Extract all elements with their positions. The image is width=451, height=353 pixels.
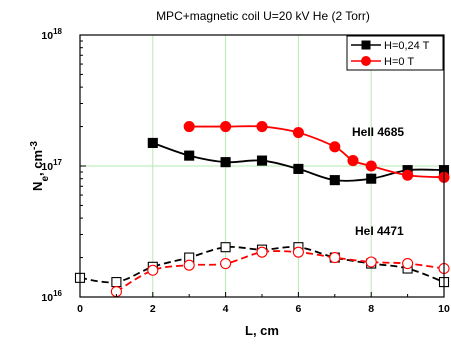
series-1-point-1 <box>220 121 232 133</box>
y-label-sub: e <box>40 176 51 182</box>
series-1-point-3 <box>292 127 304 139</box>
curves <box>79 125 445 293</box>
y-label-main: N <box>30 182 45 191</box>
legend-marker-h0 <box>361 56 371 66</box>
legend-label-h0: H=0 T <box>384 56 414 68</box>
y-axis-label: Ne, cm-3 <box>29 141 51 191</box>
x-ticks: 0 2 4 6 8 10 <box>77 292 450 315</box>
series-0-point-3 <box>256 155 268 166</box>
markers <box>74 121 450 298</box>
x-tick-label-4: 4 <box>223 303 229 315</box>
series-2-point-1 <box>111 277 122 288</box>
y-ticks: 1016 1017 1018 <box>41 27 86 304</box>
x-tick-label-0: 0 <box>77 303 83 315</box>
series-0-point-5 <box>329 175 340 186</box>
series-3-point-5 <box>292 246 304 258</box>
series-0-point-6 <box>366 173 377 184</box>
series-3-point-3 <box>220 258 232 270</box>
series-1-point-4 <box>329 141 341 153</box>
annotation-heii-4685: HeII 4685 <box>352 125 404 139</box>
series-1-point-0 <box>183 121 195 133</box>
x-tick-label-10: 10 <box>438 303 450 315</box>
series-1-point-6 <box>365 160 377 172</box>
series-0-point-2 <box>220 157 231 168</box>
x-tick-label-6: 6 <box>295 303 301 315</box>
series-1-point-5 <box>347 155 359 167</box>
series-3-point-8 <box>402 258 414 270</box>
series-3-point-1 <box>147 264 159 276</box>
legend-marker-h024 <box>361 40 371 50</box>
y-label-exp: -3 <box>29 141 40 150</box>
series-2-point-4 <box>220 242 231 253</box>
series-1-point-2 <box>256 121 268 133</box>
legend: H=0,24 T H=0 T <box>346 35 444 71</box>
y-label-unit: , cm <box>30 150 45 176</box>
legend-label-h024: H=0,24 T <box>384 40 430 52</box>
y-tick-label-18: 1018 <box>41 27 62 42</box>
series-3-point-4 <box>256 246 268 258</box>
annotation-hei-4471: HeI 4471 <box>355 224 404 238</box>
series-0-point-0 <box>147 137 158 148</box>
grid <box>80 35 444 297</box>
x-axis-label: L, cm <box>245 323 279 338</box>
series-3-point-6 <box>329 252 341 264</box>
series-3-point-2 <box>183 259 195 271</box>
x-tick-label-2: 2 <box>150 303 156 315</box>
series-0-point-4 <box>293 163 304 174</box>
chart-title: MPC+magnetic coil U=20 kV He (2 Torr) <box>156 9 370 23</box>
series-1-point-7 <box>402 169 414 181</box>
series-3-point-7 <box>365 256 377 268</box>
x-tick-label-8: 8 <box>368 303 374 315</box>
y-tick-label-17: 1017 <box>41 158 62 173</box>
y-tick-label-16: 1016 <box>41 289 62 304</box>
series-0-point-1 <box>184 150 195 161</box>
series-curve-3 <box>115 250 445 293</box>
